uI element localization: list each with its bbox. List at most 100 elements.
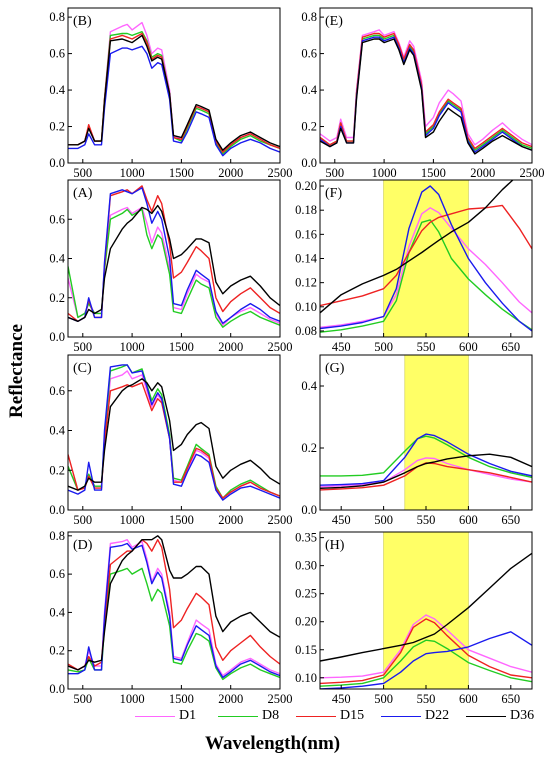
x-tick-label: 550 [417,692,436,706]
x-tick-label: 1000 [120,340,145,354]
series-line-d15 [320,618,532,685]
series-line-d36 [320,38,532,155]
y-tick-label: 0.2 [49,291,65,305]
legend-swatch [218,715,258,717]
panel-label: (C) [73,361,92,376]
series-line-d1 [320,457,532,488]
series-line-d8 [68,208,280,328]
series-line-d36 [68,34,280,151]
panel-label: (A) [73,186,93,201]
series-line-d36 [68,535,280,671]
y-tick-label: 0.25 [295,587,317,601]
series-line-d22 [320,36,532,153]
series-line-d15 [68,185,280,322]
series-line-d1 [68,206,280,326]
x-tick-label: 500 [73,340,92,354]
series-line-d1 [320,29,532,146]
y-tick-label: 0.4 [49,424,65,438]
highlight-band [383,531,469,690]
legend-item-d8: D8 [218,708,279,724]
series-line-d8 [320,639,532,687]
legend-item-d22: D22 [381,708,449,724]
x-axis-title: Wavelength(nm) [205,733,341,754]
y-tick-label: 0.8 [301,10,317,24]
y-tick-label: 0.14 [295,252,318,266]
y-tick-label: 0.2 [49,120,65,134]
x-tick-label: 500 [325,166,344,180]
series-line-d22 [68,542,280,679]
series-line-d1 [320,207,532,328]
x-tick-label: 500 [73,692,92,706]
y-tick-label: 0.2 [301,120,317,134]
series-line-d15 [320,204,532,307]
panel-a: 500 1000 1500 2000 2500 0.0 0.2 0.4 0.6 (A) [49,179,293,354]
y-tick-label: 0.4 [49,83,65,97]
panel-f: 450 500 550 600 650 0.08 0.10 0.12 0.14 0.16 0.18 0… [295,179,533,354]
panel-h: 450 500 550 600 650 0.10 0.15 0.20 0.25 0.30 0.35 (… [295,531,533,706]
legend-item-d1: D1 [135,708,196,724]
y-tick-label: 0.0 [301,156,317,170]
legend-label: D15 [340,708,365,723]
y-tick-label: 0.10 [295,300,317,314]
series-line-d22 [68,45,280,157]
series-line-d22 [320,631,532,689]
legend-item-d36: D36 [466,708,534,724]
legend-label: D1 [179,708,197,723]
series-line-d36 [68,204,280,322]
panel-b: 500 1000 1500 2000 2500 0.0 0.2 0.4 0.6 0.8 (B) [49,7,293,180]
y-tick-label: 0.6 [49,567,65,581]
y-tick-label: 0.35 [295,531,317,545]
x-tick-label: 600 [459,513,478,527]
legend-swatch [135,715,175,717]
y-tick-label: 0.4 [49,252,65,266]
series-line-d15 [68,539,280,671]
y-tick-label: 0.15 [295,643,317,657]
y-tick-label: 0.0 [49,330,65,344]
x-tick-label: 2000 [470,166,495,180]
panel-g: 450 500 550 600 650 0.0 0.2 0.4 (G) [301,354,533,527]
x-tick-label: 2500 [268,513,293,527]
y-tick-label: 0.20 [295,615,317,629]
x-tick-label: 450 [332,692,351,706]
series-line-d22 [320,185,532,332]
x-tick-label: 2500 [268,692,293,706]
panel-label: (D) [73,538,93,553]
legend-label: D8 [262,708,280,723]
x-tick-label: 500 [73,513,92,527]
y-tick-label: 0.4 [301,379,317,393]
x-tick-label: 1000 [120,166,145,180]
series-line-d8 [320,435,532,479]
y-tick-label: 0.0 [301,503,317,517]
plot-frame [67,7,281,164]
x-tick-label: 1500 [169,513,194,527]
y-tick-label: 0.0 [49,156,65,170]
y-tick-label: 0.10 [295,671,317,685]
x-tick-label: 500 [73,166,92,180]
x-tick-label: 1500 [421,166,446,180]
x-tick-label: 500 [374,692,393,706]
x-tick-label: 1000 [120,513,145,527]
x-tick-label: 600 [459,340,478,354]
y-tick-label: 0.8 [49,529,65,543]
y-tick-label: 0.0 [49,503,65,517]
x-tick-label: 550 [417,513,436,527]
series-line-d8 [320,219,532,333]
x-tick-label: 2000 [218,340,243,354]
legend-item-d15: D15 [296,708,364,724]
x-tick-label: 450 [332,340,351,354]
highlight-band [404,354,469,511]
y-tick-label: 0.8 [49,10,65,24]
x-tick-label: 650 [501,340,520,354]
x-tick-label: 2500 [520,166,545,180]
x-tick-label: 2000 [218,513,243,527]
x-tick-label: 500 [374,513,393,527]
y-tick-label: 0.18 [295,203,317,217]
legend-swatch [296,715,336,717]
x-tick-label: 2500 [268,340,293,354]
y-tick-label: 0.20 [295,179,317,193]
panel-c: 500 1000 1500 2000 2500 0.0 0.2 0.4 0.6 (C) [49,354,293,527]
y-tick-label: 0.6 [49,384,65,398]
x-tick-label: 1500 [169,692,194,706]
panel-label: (H) [325,538,345,553]
